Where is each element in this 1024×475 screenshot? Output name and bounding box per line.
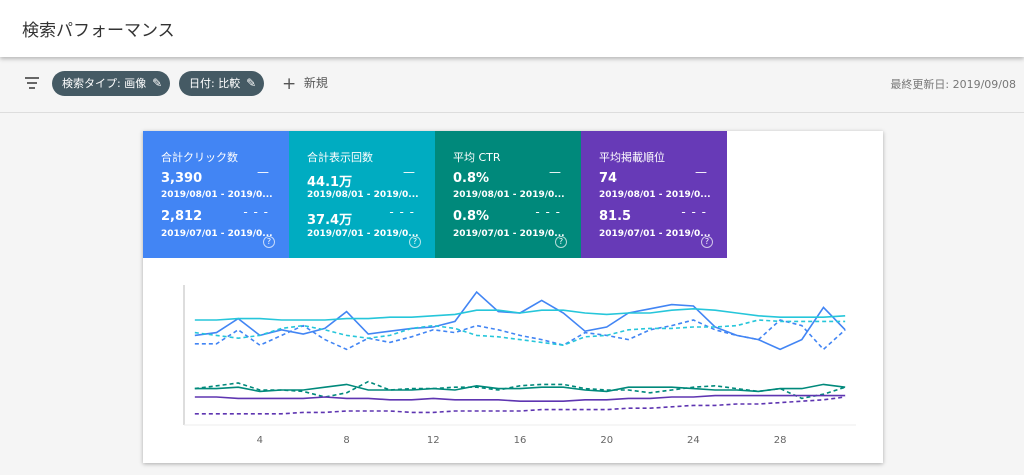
metric-value: 3,390 xyxy=(161,171,203,186)
metric-prev-value: 2,812 xyxy=(161,209,203,224)
series-line xyxy=(194,394,846,402)
metric-range: 2019/08/01 - 2019/0... xyxy=(161,190,273,200)
metric-prev-value: 81.5 xyxy=(599,209,632,224)
metric-range: 2019/08/01 - 2019/0... xyxy=(599,190,711,200)
series-line xyxy=(194,319,846,351)
x-tick-label: 8 xyxy=(343,435,349,446)
dash-marker: - - - xyxy=(535,205,561,219)
metric-label: 平均 CTR xyxy=(453,151,501,164)
x-tick-label: 4 xyxy=(257,435,263,446)
metric-value: 44.1万 xyxy=(307,175,353,190)
series-line xyxy=(194,380,846,400)
chip[interactable]: 日付: 比較 xyxy=(179,71,265,96)
solid-marker: — xyxy=(257,165,269,179)
series-line xyxy=(194,383,846,393)
header: 検索パフォーマンス xyxy=(0,0,1024,57)
dash-marker: - - - xyxy=(389,205,415,219)
x-tick-label: 24 xyxy=(687,435,700,446)
help-icon[interactable]: ? xyxy=(701,236,713,248)
help-icon[interactable]: ? xyxy=(555,236,567,248)
metric-value: 74 xyxy=(599,171,618,186)
metric-prev-value: 0.8% xyxy=(453,209,490,224)
series-line xyxy=(194,319,846,347)
metric-range: 2019/08/01 - 2019/0... xyxy=(307,190,419,200)
metric-label: 合計表示回数 xyxy=(307,151,373,164)
x-tick-label: 16 xyxy=(514,435,527,446)
help-icon[interactable]: ? xyxy=(263,236,275,248)
chip[interactable]: 検索タイプ: 画像 xyxy=(52,71,171,96)
series-line xyxy=(194,396,846,415)
filter-icon[interactable] xyxy=(25,76,39,89)
dash-marker: - - - xyxy=(681,205,707,219)
metric-tile[interactable]: 合計クリック数 3,390 2019/08/01 - 2019/0... 2,812 2… xyxy=(143,131,289,258)
metric-range: 2019/08/01 - 2019/0... xyxy=(453,190,565,200)
new-button[interactable]: + 新規 xyxy=(282,74,328,94)
metric-prev-value: 37.4万 xyxy=(307,213,353,228)
last-updated: 最終更新日: 2019/09/08 xyxy=(890,78,1016,91)
solid-marker: — xyxy=(695,165,707,179)
metric-prev-range: 2019/07/01 - 2019/0... xyxy=(599,229,711,239)
solid-marker: — xyxy=(403,165,415,179)
page-title: 検索パフォーマンス xyxy=(22,21,175,41)
x-tick-label: 12 xyxy=(427,435,440,446)
new-label: 新規 xyxy=(303,76,328,90)
metric-tile[interactable]: 平均掲載順位 74 2019/08/01 - 2019/0... 81.5 2019/0… xyxy=(581,131,727,258)
metric-label: 平均掲載順位 xyxy=(599,151,665,164)
solid-marker: — xyxy=(549,165,561,179)
series-line xyxy=(194,307,846,321)
x-tick-label: 20 xyxy=(600,435,613,446)
metric-prev-range: 2019/07/01 - 2019/0... xyxy=(161,229,273,239)
dash-marker: - - - xyxy=(243,205,269,219)
metric-label: 合計クリック数 xyxy=(161,151,238,164)
x-tick-label: 28 xyxy=(774,435,787,446)
metric-value: 0.8% xyxy=(453,171,490,186)
metric-tile[interactable]: 合計表示回数 44.1万 2019/08/01 - 2019/0... 37.4万 20… xyxy=(289,131,435,258)
separator xyxy=(0,112,1024,113)
help-icon[interactable]: ? xyxy=(409,236,421,248)
metric-tile[interactable]: 平均 CTR 0.8% 2019/08/01 - 2019/0... 0.8% 2019… xyxy=(435,131,581,258)
metric-prev-range: 2019/07/01 - 2019/0... xyxy=(453,229,565,239)
metric-prev-range: 2019/07/01 - 2019/0... xyxy=(307,229,419,239)
